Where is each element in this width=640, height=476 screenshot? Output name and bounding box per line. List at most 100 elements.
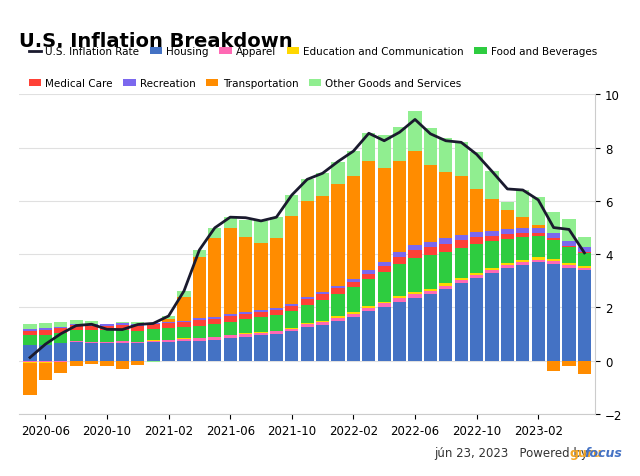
Bar <box>285 332 298 361</box>
Bar <box>116 361 129 369</box>
Bar <box>532 226 545 228</box>
Bar <box>177 322 191 327</box>
Bar <box>578 270 591 361</box>
Bar <box>378 262 391 266</box>
Bar <box>439 252 452 284</box>
Bar <box>301 201 314 297</box>
Bar <box>177 341 191 361</box>
Bar <box>301 299 314 305</box>
Bar <box>470 244 483 273</box>
Bar <box>516 238 529 260</box>
Bar <box>332 185 344 286</box>
Bar <box>116 325 129 330</box>
Bar <box>70 330 83 342</box>
Text: jún 23, 2023   Powered by: jún 23, 2023 Powered by <box>434 446 591 459</box>
Bar <box>70 342 83 361</box>
Bar <box>39 361 52 362</box>
Bar <box>408 258 422 292</box>
Bar <box>347 288 360 312</box>
Bar <box>193 250 206 258</box>
Bar <box>177 291 191 297</box>
Bar <box>424 129 437 165</box>
Bar <box>547 213 560 234</box>
Bar <box>270 310 283 316</box>
Bar <box>501 268 514 361</box>
Bar <box>439 239 452 244</box>
Bar <box>162 324 175 328</box>
Bar <box>301 324 314 325</box>
Bar <box>393 128 406 162</box>
Bar <box>285 304 298 307</box>
Bar <box>516 228 529 234</box>
Bar <box>316 322 329 325</box>
Bar <box>332 288 344 294</box>
Bar <box>208 319 221 324</box>
Bar <box>454 240 468 248</box>
Bar <box>470 232 483 238</box>
Bar <box>177 297 191 321</box>
Bar <box>454 278 468 281</box>
Bar <box>208 337 221 340</box>
Bar <box>316 295 329 300</box>
Bar <box>270 316 283 331</box>
Bar <box>578 248 591 252</box>
Bar <box>393 303 406 361</box>
Bar <box>439 284 452 286</box>
Bar <box>116 343 129 361</box>
Bar <box>131 322 145 325</box>
Bar <box>578 252 591 253</box>
Bar <box>162 322 175 324</box>
Bar <box>131 342 145 344</box>
Bar <box>362 274 375 280</box>
Bar <box>223 228 237 315</box>
Legend: Medical Care, Recreation, Transportation, Other Goods and Services: Medical Care, Recreation, Transportation… <box>24 75 466 93</box>
Bar <box>516 260 529 263</box>
Bar <box>439 286 452 289</box>
Bar <box>255 332 268 333</box>
Text: guru: guru <box>570 446 602 459</box>
Bar <box>193 320 206 326</box>
Bar <box>486 231 499 237</box>
Bar <box>516 218 529 228</box>
Bar <box>378 304 391 308</box>
Bar <box>486 199 499 231</box>
Bar <box>24 336 36 345</box>
Bar <box>270 332 283 334</box>
Bar <box>54 333 67 344</box>
Bar <box>347 283 360 288</box>
Bar <box>162 317 175 319</box>
Bar <box>54 328 67 333</box>
Bar <box>424 248 437 256</box>
Bar <box>454 177 468 235</box>
Bar <box>54 363 67 373</box>
Bar <box>332 318 344 321</box>
Bar <box>378 308 391 361</box>
Bar <box>578 361 591 374</box>
Bar <box>270 218 283 239</box>
Bar <box>239 334 252 337</box>
Bar <box>255 333 268 336</box>
Bar <box>85 324 98 326</box>
Bar <box>208 317 221 319</box>
Bar <box>239 320 252 334</box>
Bar <box>439 172 452 239</box>
Bar <box>362 280 375 307</box>
Bar <box>547 240 560 259</box>
Bar <box>147 325 160 329</box>
Bar <box>54 344 67 361</box>
Bar <box>131 361 145 365</box>
Bar <box>131 326 145 331</box>
Bar <box>470 276 483 278</box>
Bar <box>563 242 575 247</box>
Bar <box>239 221 252 238</box>
Bar <box>100 324 113 326</box>
Bar <box>347 314 360 317</box>
Bar <box>70 361 83 367</box>
Bar <box>393 252 406 257</box>
Bar <box>501 239 514 263</box>
Bar <box>24 324 36 329</box>
Bar <box>501 235 514 239</box>
Bar <box>301 297 314 299</box>
Bar <box>347 317 360 361</box>
Bar <box>270 308 283 310</box>
